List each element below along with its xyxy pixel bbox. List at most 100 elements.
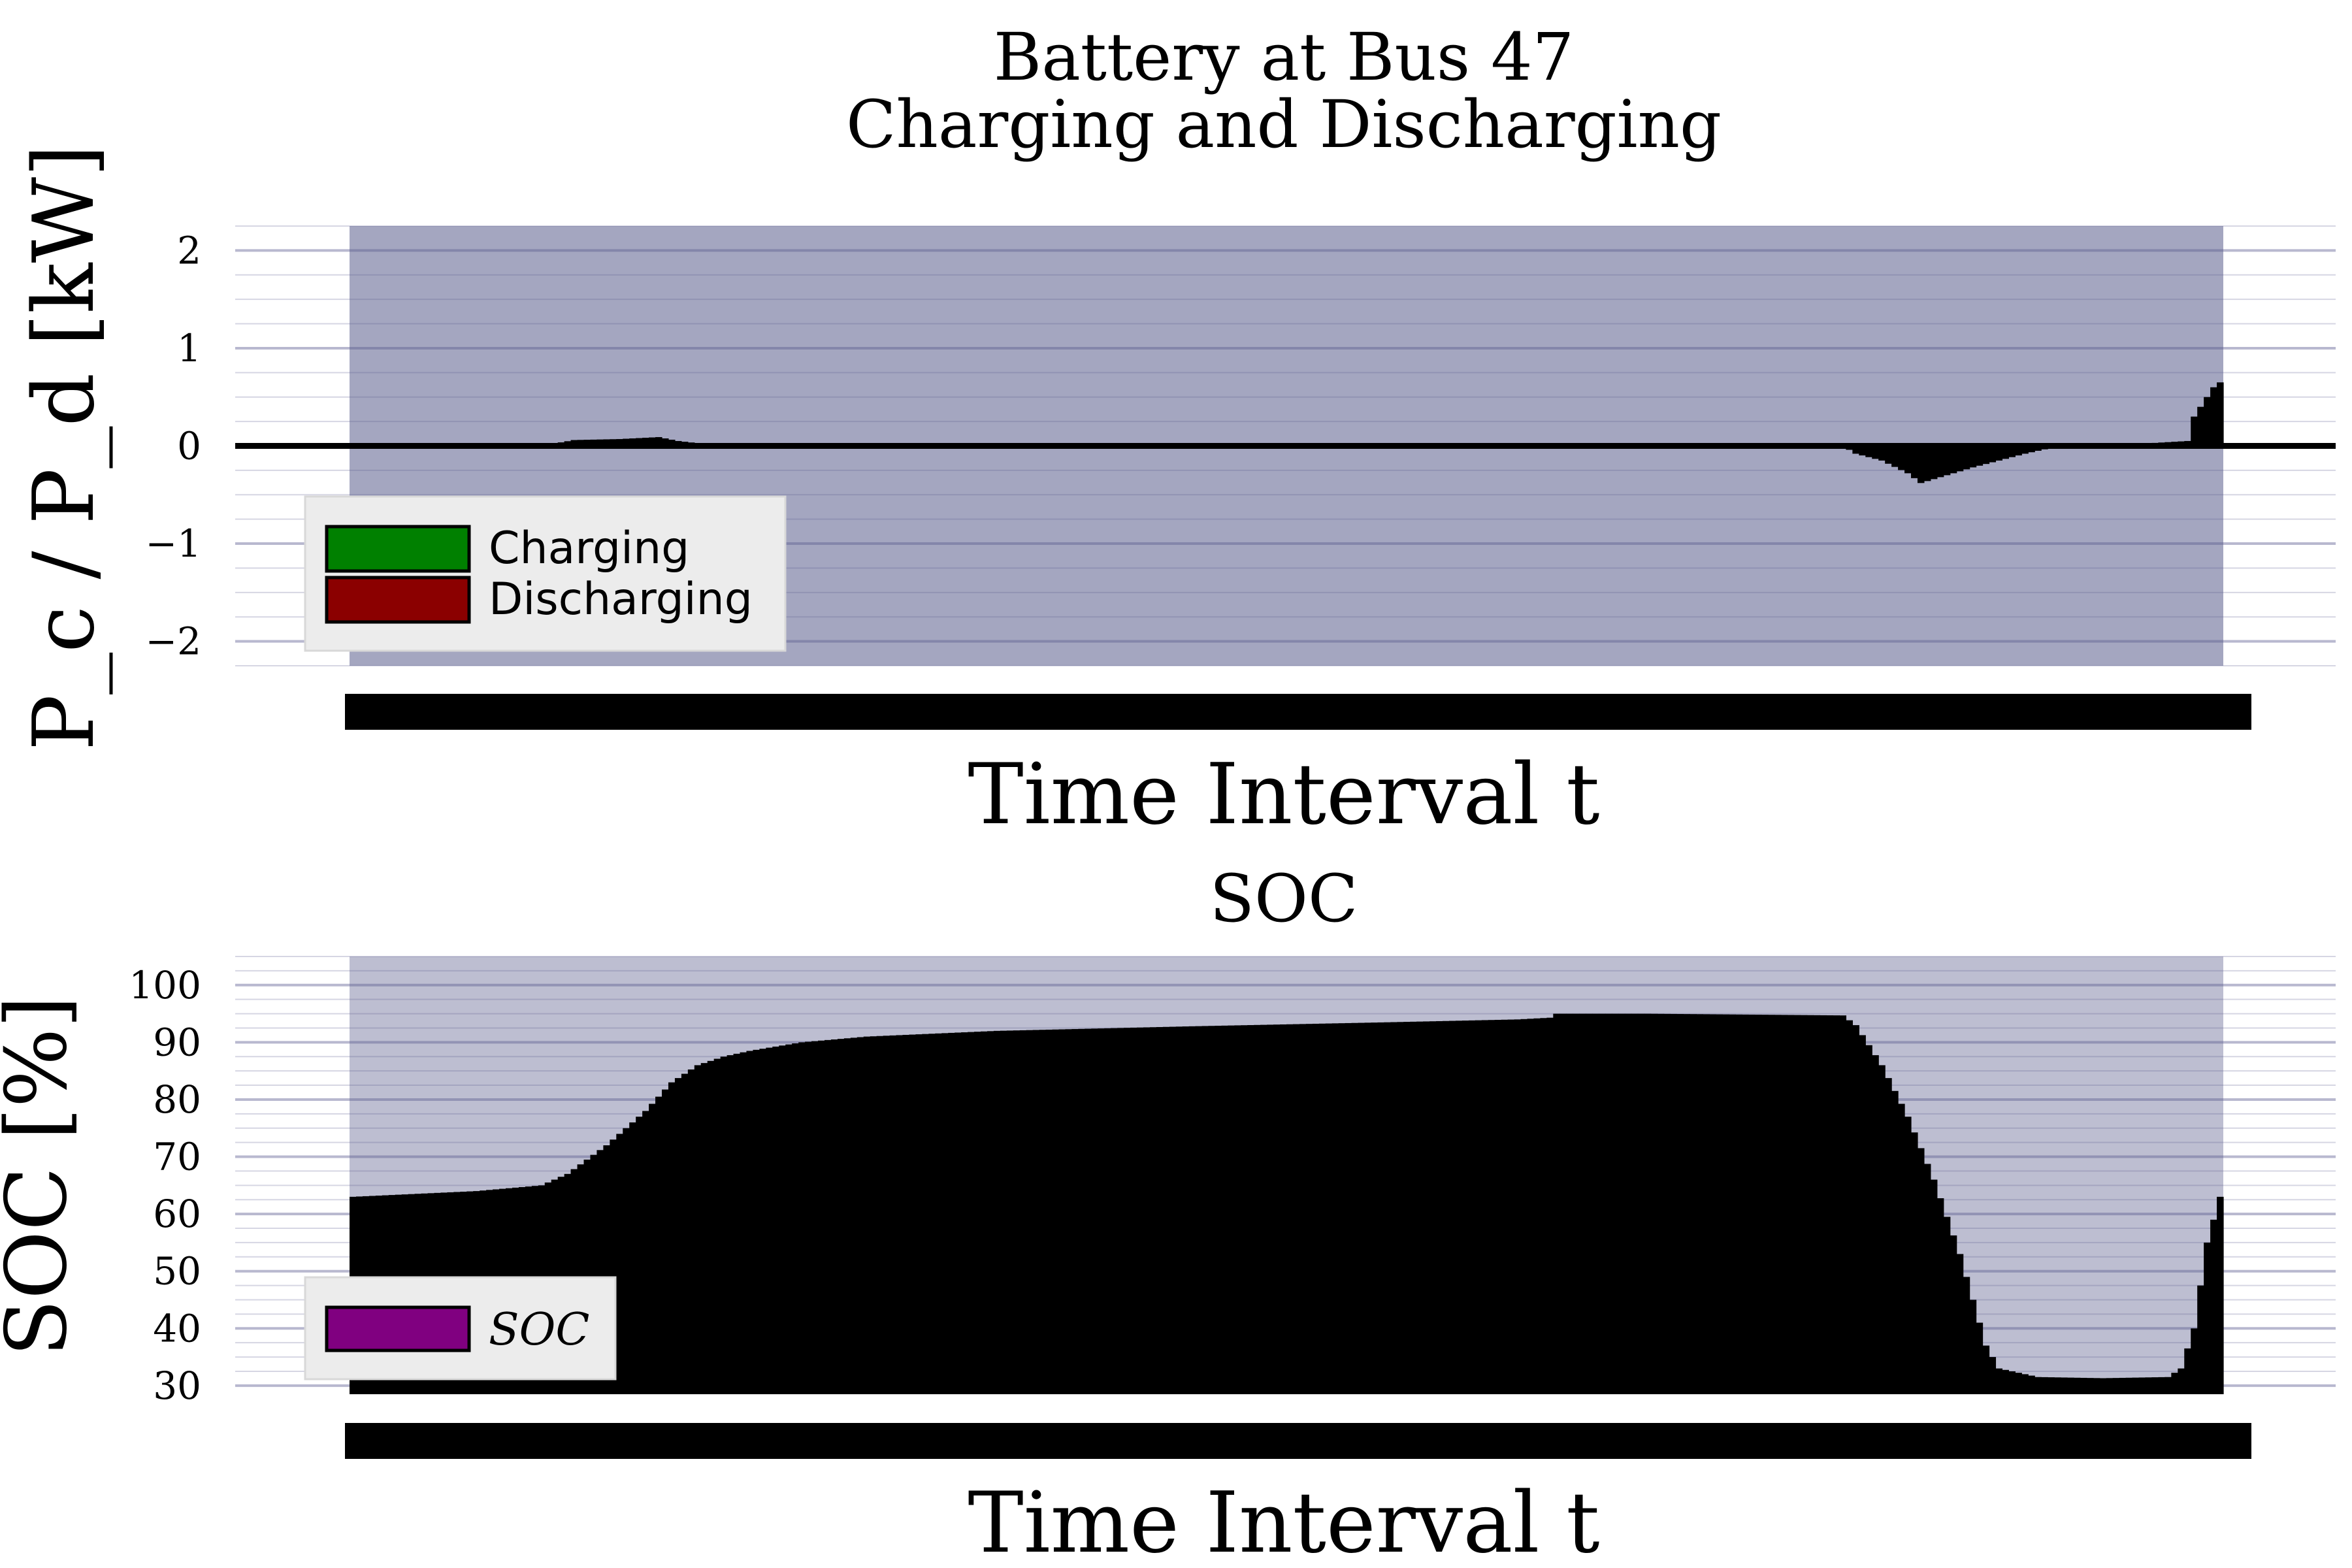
chart2-bar — [2054, 1377, 2061, 1394]
chart1-bar — [1923, 446, 1931, 482]
chart2-bar — [2119, 1377, 2127, 1394]
chart2-bar — [2204, 1242, 2211, 1394]
chart2-bar — [1455, 1021, 1463, 1394]
chart2-bar — [941, 1033, 949, 1394]
chart2-bar — [1690, 1014, 1697, 1394]
chart2-bar — [1273, 1024, 1281, 1394]
chart1-bar — [2002, 446, 2009, 459]
chart1-bar — [668, 440, 676, 446]
chart1-ytick-label: 0 — [177, 424, 201, 468]
chart2-bar — [1318, 1023, 1326, 1394]
legend-label-soc: SOC — [489, 1304, 589, 1356]
chart2-bar — [1560, 1013, 1567, 1394]
chart2-bar — [896, 1035, 904, 1394]
chart2-bar — [1475, 1020, 1482, 1394]
chart2-bar — [1820, 1015, 1827, 1394]
chart2-bar — [1507, 1019, 1515, 1394]
chart2-bar — [1637, 1013, 1645, 1394]
chart1-bar — [1911, 446, 1918, 478]
chart2-bar — [707, 1060, 715, 1394]
chart2-bar — [1917, 1148, 1925, 1394]
chart2-bar — [987, 1031, 994, 1394]
chart2-bar — [1468, 1020, 1476, 1394]
chart2-bar — [1716, 1014, 1723, 1394]
chart2-bar — [1501, 1019, 1509, 1394]
chart2-bar — [1267, 1024, 1274, 1394]
chart2-bar — [811, 1041, 819, 1394]
chart2-bar — [1592, 1013, 1599, 1394]
chart2-bar — [843, 1038, 851, 1394]
chart1-bar — [577, 440, 585, 446]
chart2-bar — [1631, 1013, 1639, 1394]
chart1-bar — [1995, 446, 2003, 461]
chart2-bar — [1026, 1030, 1034, 1394]
chart2-bar — [2217, 1196, 2224, 1394]
chart2-bar — [2086, 1378, 2094, 1394]
chart2-bar — [883, 1036, 890, 1394]
chart2-bar — [805, 1041, 812, 1394]
chart2-bar — [2015, 1373, 2022, 1394]
chart2-bar — [1299, 1024, 1307, 1394]
chart2-bar — [1286, 1024, 1294, 1394]
chart2-bar — [1104, 1028, 1111, 1394]
chart2-bar — [1351, 1022, 1359, 1394]
chart1-bar — [1878, 446, 1886, 461]
chart2-ytick-label: 40 — [153, 1306, 201, 1350]
chart2-bar — [2171, 1373, 2178, 1394]
chart2-bar — [2197, 1285, 2204, 1394]
chart1-bar — [655, 437, 662, 446]
chart2-bar — [1384, 1022, 1391, 1394]
chart2-bar — [1839, 1015, 1847, 1394]
chart2-bar — [1358, 1022, 1365, 1394]
chart2-bar — [2164, 1377, 2172, 1394]
chart2-bar — [1312, 1023, 1320, 1394]
chart2-title: SOC — [1209, 860, 1358, 937]
chart1-bar — [603, 439, 610, 446]
chart2-bar — [909, 1034, 916, 1394]
chart1-ytick-label: −2 — [146, 619, 202, 664]
chart1-bar — [1904, 446, 1912, 474]
chart2-bar — [1995, 1368, 2003, 1394]
chart2-bar — [1774, 1015, 1782, 1394]
chart2-bar — [2210, 1219, 2217, 1394]
chart2-bar — [1566, 1013, 1573, 1394]
chart2-bar — [1215, 1026, 1222, 1394]
chart2-bar — [1878, 1065, 1886, 1394]
chart1-xlabel-text: Time Interval t — [968, 746, 1599, 843]
chart2-bar — [876, 1036, 884, 1394]
chart2-bar — [1605, 1013, 1612, 1394]
chart2-bar — [1136, 1027, 1144, 1394]
chart2-bar — [2151, 1377, 2159, 1394]
chart1-bar — [1891, 446, 1899, 467]
chart2-bar — [1390, 1022, 1397, 1394]
chart1-y-ticks: −2 −1 0 1 2 — [146, 228, 202, 663]
chart2-bar — [1488, 1020, 1495, 1394]
chart2-bar — [753, 1049, 760, 1394]
chart2-ylabel: SOC [%] — [0, 996, 86, 1357]
chart2-bar — [1755, 1015, 1762, 1394]
chart2-bar — [2002, 1369, 2009, 1394]
chart2-bar — [1898, 1103, 1905, 1394]
chart2-bar — [2048, 1377, 2055, 1394]
chart2-bar — [1696, 1014, 1703, 1394]
chart1-bar — [596, 439, 604, 446]
chart2-bar — [922, 1034, 929, 1394]
chart1-bar — [1917, 446, 1925, 483]
chart2-bar — [1573, 1013, 1580, 1394]
chart2-bar — [1234, 1025, 1241, 1394]
chart2-bar — [700, 1063, 708, 1394]
chart2-bar — [1586, 1013, 1593, 1394]
chart2-bar — [2112, 1378, 2120, 1394]
chart2-bar — [2138, 1377, 2146, 1394]
chart2-bar — [1852, 1025, 1859, 1394]
chart2-plot: 30 40 50 60 70 80 90 100 — [129, 956, 2336, 1459]
chart2-bar — [2132, 1377, 2140, 1394]
legend-swatch-soc — [325, 1305, 471, 1352]
chart2-bar — [759, 1049, 766, 1394]
chart2-bar — [2145, 1377, 2153, 1394]
chart2-bar — [596, 1150, 604, 1394]
chart1-bar — [583, 440, 591, 446]
chart1-bar — [2028, 446, 2035, 453]
chart2-bar — [1624, 1013, 1632, 1394]
chart2-bar — [1969, 1299, 1977, 1394]
